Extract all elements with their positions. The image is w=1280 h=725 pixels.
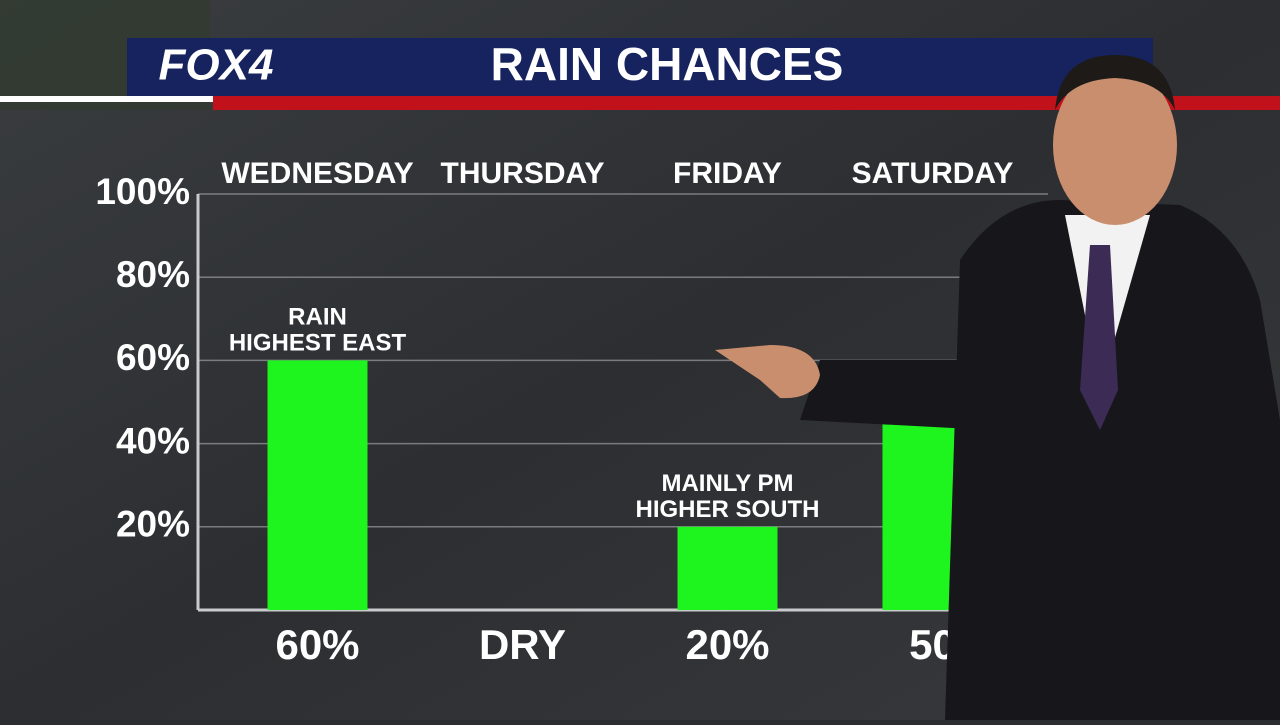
annotation: MAINLY PM bbox=[661, 470, 793, 497]
header-bar bbox=[127, 38, 1153, 96]
value-label: 60% bbox=[275, 621, 359, 668]
suit bbox=[945, 200, 1280, 720]
head bbox=[1053, 65, 1177, 225]
y-tick-label: 60% bbox=[116, 337, 190, 378]
hair bbox=[1055, 55, 1175, 110]
hand bbox=[715, 345, 820, 399]
white-stripe bbox=[0, 96, 213, 102]
x-tick-label: WEDNESDAY bbox=[221, 157, 413, 190]
value-label: 20% bbox=[685, 621, 769, 668]
red-stripe bbox=[213, 96, 1280, 110]
logo: FOX4 bbox=[159, 41, 274, 90]
y-tick-label: 40% bbox=[116, 420, 190, 461]
y-tick-label: 80% bbox=[116, 254, 190, 295]
annotation: RAIN bbox=[288, 304, 347, 331]
x-tick-label: THURSDAY bbox=[441, 157, 605, 190]
y-tick-label: 100% bbox=[95, 171, 190, 212]
value-label: DRY bbox=[479, 621, 566, 668]
annotation: HIGHER SOUTH bbox=[635, 496, 819, 523]
chart-title: RAIN CHANCES bbox=[491, 38, 844, 90]
bar bbox=[677, 526, 778, 610]
x-tick-label: SATURDAY bbox=[852, 157, 1014, 190]
annotation: HIGHEST EAST bbox=[229, 330, 407, 357]
x-tick-label: FRIDAY bbox=[673, 157, 782, 190]
arm bbox=[800, 360, 990, 430]
presenter bbox=[715, 55, 1280, 720]
bar bbox=[267, 360, 368, 610]
tie bbox=[1080, 245, 1118, 430]
y-tick-label: 20% bbox=[116, 504, 190, 545]
